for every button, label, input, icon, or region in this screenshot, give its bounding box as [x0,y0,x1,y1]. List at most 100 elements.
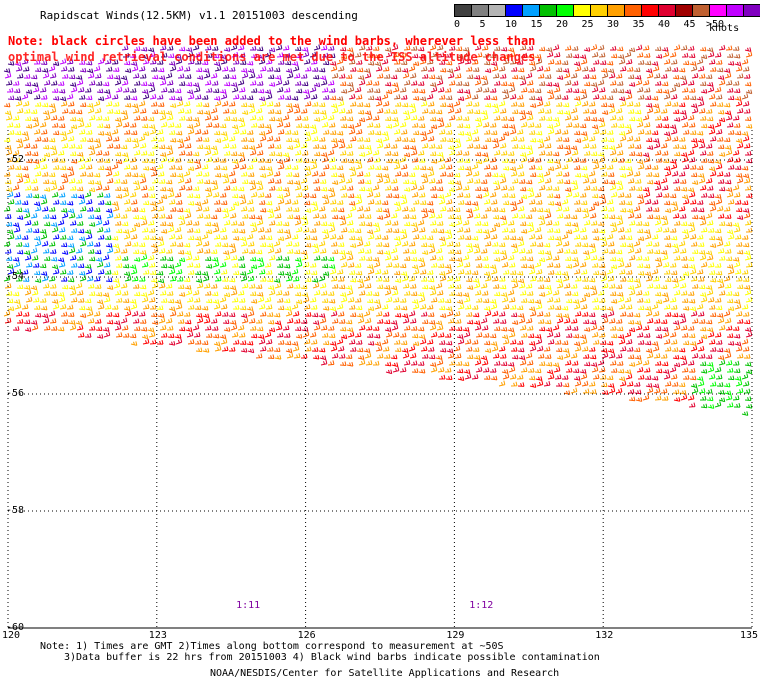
wind-barb [472,243,480,249]
wind-barb [160,156,168,163]
wind-barb [583,361,591,367]
wind-barb [519,290,527,296]
wind-barb [372,46,380,51]
wind-barb [3,206,11,212]
wind-barb [291,341,299,346]
wind-barb [633,67,641,72]
wind-barb [124,137,132,143]
wind-barb [166,291,174,296]
wind-barb [312,143,320,149]
wind-barb [709,346,717,352]
wind-barb [457,96,465,101]
wind-barb [480,144,488,150]
wind-barb [345,285,353,290]
wind-barb [14,303,22,310]
wind-barb [696,269,704,275]
wind-barb [349,346,357,352]
wind-barb [167,298,175,304]
wind-barb [5,149,13,156]
wind-barb [338,108,346,114]
wind-barb [699,219,707,226]
wind-barb [106,212,114,219]
wind-barb [616,361,624,366]
wind-barb [3,68,11,73]
wind-barb [687,149,695,156]
wind-barb [255,318,263,324]
wind-barb [373,261,381,268]
wind-barb [347,86,355,93]
wind-barb [354,297,362,303]
wind-barb [465,135,473,142]
wind-barb [183,100,191,107]
wind-barb [30,178,38,184]
wind-barb [507,151,515,156]
wind-barb [428,212,436,219]
wind-barb [385,89,393,95]
wind-barb [462,219,470,226]
wind-barb [327,360,335,366]
wind-barb [385,158,393,164]
wind-barb [430,86,438,93]
wind-barb [700,369,708,374]
wind-barb [624,262,632,268]
wind-barb [6,191,14,198]
wind-barb [507,327,515,333]
wind-barb [293,249,301,255]
wind-barb [78,163,86,170]
wind-barb [149,166,157,172]
wind-barb [635,324,643,331]
wind-barb [483,60,491,66]
wind-barb [150,243,158,248]
wind-barb [491,276,499,282]
wind-barb [52,130,60,136]
wind-barb [419,303,427,310]
wind-barb [663,269,671,275]
wind-barb [715,236,723,241]
wind-barb [564,256,572,261]
wind-barb [642,187,650,192]
wind-barb [228,135,236,142]
wind-barb [463,158,471,164]
wind-barb [169,137,177,143]
wind-barb [61,177,69,184]
wind-barb [43,325,51,331]
wind-barb [328,87,336,93]
wind-barb [25,89,33,95]
wind-barb [392,297,400,303]
wind-barb [448,114,456,121]
wind-barb [499,353,507,359]
wind-barb [68,212,76,219]
wind-barb [707,51,715,58]
wind-barb [652,138,660,143]
wind-barb [363,137,371,142]
wind-barb [718,221,726,226]
wind-barb [709,101,717,107]
wind-barb [492,318,500,324]
wind-barb [214,241,222,247]
wind-barb [205,156,213,163]
wind-barb [157,102,165,107]
wind-barb [111,163,119,170]
wind-barb [456,192,464,198]
wind-barb [708,166,716,172]
wind-barb [732,326,740,331]
wind-barb [426,128,434,135]
wind-barb [192,117,200,122]
wind-barb [410,149,418,156]
wind-barb [502,235,510,240]
wind-barb [113,74,121,80]
colorbar-label: 20 [556,19,569,30]
wind-barb [13,299,21,304]
wind-barb [733,122,741,128]
wind-barb [726,367,734,373]
wind-barb [409,214,417,220]
wind-barb [615,73,623,79]
wind-barb [444,53,452,58]
wind-barb [528,375,536,381]
wind-barb [454,318,462,324]
wind-barb [48,65,56,72]
wind-barb [213,130,221,136]
wind-barb [457,200,465,205]
wind-barb [132,180,140,185]
